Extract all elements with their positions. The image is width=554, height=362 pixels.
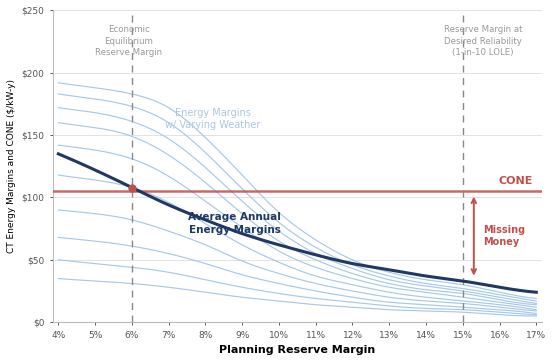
Text: Energy Margins
w/ Varying Weather: Energy Margins w/ Varying Weather — [165, 108, 260, 130]
X-axis label: Planning Reserve Margin: Planning Reserve Margin — [219, 345, 376, 355]
Text: Average Annual
Energy Margins: Average Annual Energy Margins — [188, 212, 281, 235]
Text: Reserve Margin at
Desired Reliability
(1-in-10 LOLE): Reserve Margin at Desired Reliability (1… — [444, 25, 522, 56]
Text: CONE: CONE — [498, 176, 532, 186]
Text: Economic
Equilibrium
Reserve Margin: Economic Equilibrium Reserve Margin — [95, 25, 162, 56]
Text: Missing
Money: Missing Money — [483, 225, 525, 247]
Y-axis label: CT Energy Margins and CONE ($/kW-y): CT Energy Margins and CONE ($/kW-y) — [7, 79, 16, 253]
